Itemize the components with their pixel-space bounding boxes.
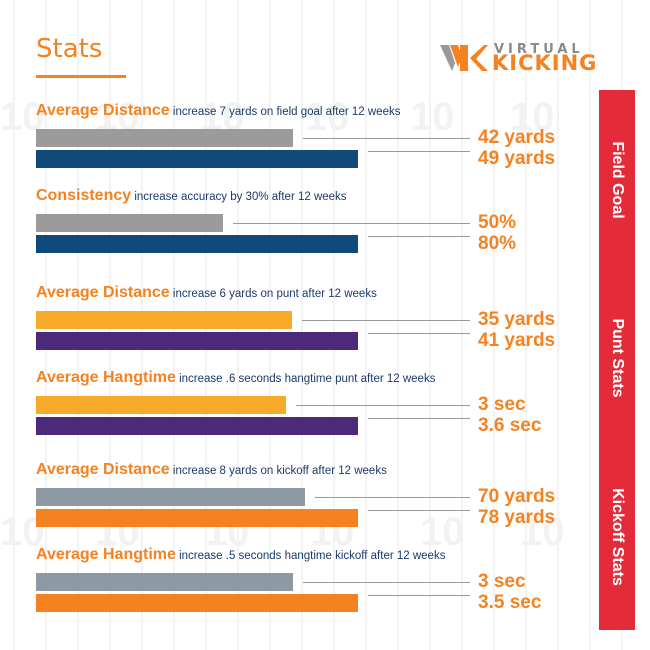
value-label: 80% xyxy=(478,233,517,254)
svg-text:10: 10 xyxy=(420,510,465,554)
value-label: 35 yards xyxy=(478,309,556,330)
value-label: 70 yards xyxy=(478,486,556,507)
bar-before xyxy=(36,573,293,591)
leader-line xyxy=(368,236,470,237)
value-label: 50% xyxy=(478,212,517,233)
bar-before xyxy=(36,488,305,506)
leader-line xyxy=(233,223,470,224)
metric-header: Average Distance increase 7 yards on fie… xyxy=(36,102,400,120)
svg-text:10: 10 xyxy=(305,95,350,139)
svg-text:10: 10 xyxy=(520,510,565,554)
metric-title: Average Distance xyxy=(36,284,170,301)
metric-header: Average Hangtime increase .6 seconds han… xyxy=(36,369,435,387)
metric-note: increase accuracy by 30% after 12 weeks xyxy=(131,191,347,203)
bar-before xyxy=(36,311,292,329)
bar-after xyxy=(36,594,358,612)
metric-title: Average Distance xyxy=(36,461,170,478)
bar-before xyxy=(36,129,293,147)
value-label: 49 yards xyxy=(478,148,556,169)
metric-header: Consistency increase accuracy by 30% aft… xyxy=(36,187,347,205)
value-label: 3.6 sec xyxy=(478,415,542,436)
section-sidebar: Field Goal Punt Stats Kickoff Stats xyxy=(599,90,635,630)
section-label: Kickoff Stats xyxy=(609,488,626,586)
leader-line xyxy=(302,320,470,321)
svg-text:10: 10 xyxy=(410,95,455,139)
bar-before xyxy=(36,396,286,414)
logo-text-virtual: VIRTUAL xyxy=(494,42,584,57)
metric-note: increase .6 seconds hangtime punt after … xyxy=(175,373,436,385)
metric-title: Average Distance xyxy=(36,102,170,119)
leader-line xyxy=(368,151,470,152)
leader-line xyxy=(368,595,470,596)
metric-header: Average Distance increase 8 yards on kic… xyxy=(36,461,387,479)
bar-after xyxy=(36,509,358,527)
leader-line xyxy=(368,333,470,334)
metric-note: increase 7 yards on field goal after 12 … xyxy=(169,106,401,118)
value-label: 3.5 sec xyxy=(478,592,542,613)
page-title: Stats xyxy=(36,34,103,64)
metric-note: increase 6 yards on punt after 12 weeks xyxy=(169,288,377,300)
metric-note: increase .5 seconds hangtime kickoff aft… xyxy=(175,550,446,562)
metric-note: increase 8 yards on kickoff after 12 wee… xyxy=(169,465,387,477)
bar-after xyxy=(36,332,358,350)
leader-line xyxy=(368,418,470,419)
virtual-kicking-logo: VIRTUAL KICKING xyxy=(440,42,615,75)
value-label: 78 yards xyxy=(478,507,556,528)
value-label: 3 sec xyxy=(478,394,526,415)
leader-line xyxy=(303,582,470,583)
section-label: Field Goal xyxy=(609,141,626,219)
bar-after xyxy=(36,235,358,253)
leader-line xyxy=(315,497,470,498)
value-label: 3 sec xyxy=(478,571,526,592)
metric-title: Average Hangtime xyxy=(36,369,176,386)
value-label: 41 yards xyxy=(478,330,556,351)
bar-after xyxy=(36,417,358,435)
title-underline xyxy=(36,75,126,78)
metric-header: Average Hangtime increase .5 seconds han… xyxy=(36,546,445,564)
svg-text:10: 10 xyxy=(510,95,555,139)
bar-before xyxy=(36,214,223,232)
bar-after xyxy=(36,150,358,168)
vk-logo-icon xyxy=(440,45,488,71)
value-label: 42 yards xyxy=(478,127,556,148)
section-label: Punt Stats xyxy=(609,318,626,398)
leader-line xyxy=(303,138,470,139)
leader-line xyxy=(368,510,470,511)
metric-title: Consistency xyxy=(36,187,132,204)
metric-header: Average Distance increase 6 yards on pun… xyxy=(36,284,377,302)
metric-title: Average Hangtime xyxy=(36,546,176,563)
logo-text-kicking: KICKING xyxy=(492,51,598,75)
leader-line xyxy=(296,405,470,406)
